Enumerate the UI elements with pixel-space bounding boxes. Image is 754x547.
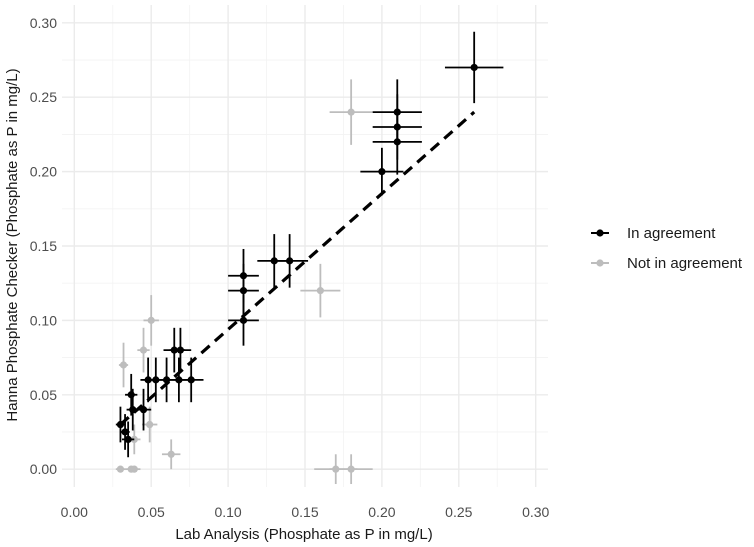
x-tick-label: 0.10 xyxy=(214,504,241,520)
y-tick-label: 0.10 xyxy=(30,312,57,328)
agree-point xyxy=(187,376,195,384)
agree-point xyxy=(239,316,248,324)
agree-point xyxy=(124,435,132,443)
legend-label-agree: In agreement xyxy=(627,225,716,242)
disagree-point xyxy=(347,465,355,473)
agree-point xyxy=(121,428,129,436)
x-tick-label: 0.30 xyxy=(522,504,549,520)
disagree-point xyxy=(119,361,128,369)
disagree-point xyxy=(347,108,355,116)
disagree-point xyxy=(130,465,138,473)
x-tick-label: 0.25 xyxy=(445,504,472,520)
agree-point xyxy=(162,376,171,384)
agree-point xyxy=(176,346,185,354)
x-tick-label: 0.20 xyxy=(368,504,395,520)
y-tick-label: 0.25 xyxy=(30,89,57,105)
legend-key-disagree xyxy=(596,259,604,267)
agree-point xyxy=(129,406,137,414)
y-tick-label: 0.00 xyxy=(30,461,57,477)
fit-line xyxy=(119,110,476,426)
disagree-point xyxy=(147,316,155,324)
disagree-point xyxy=(116,465,125,473)
legend-key-agree xyxy=(596,229,604,237)
x-tick-label: 0.15 xyxy=(291,504,318,520)
y-tick-label: 0.15 xyxy=(30,238,57,254)
agree-point xyxy=(152,376,160,384)
agree-point xyxy=(378,168,386,176)
agree-point xyxy=(239,287,248,295)
agree-point xyxy=(286,257,294,265)
agree-point xyxy=(470,63,478,72)
x-axis-title: Lab Analysis (Phosphate as P in mg/L) xyxy=(175,526,432,543)
x-tick-labels: 0.00 0.05 0.10 0.15 0.20 0.25 0.30 xyxy=(61,504,550,520)
agree-point xyxy=(116,420,125,429)
agree-point xyxy=(127,391,135,399)
grid-lines xyxy=(62,5,548,487)
legend: In agreement Not in agreement xyxy=(591,225,743,272)
y-axis-title: Hanna Phosphate Checker (Phosphate as P … xyxy=(4,68,21,421)
disagree-point xyxy=(167,450,175,458)
legend-label-disagree: Not in agreement xyxy=(627,255,743,272)
x-tick-label: 0.00 xyxy=(61,504,88,520)
disagree-point xyxy=(146,420,154,429)
y-tick-label: 0.05 xyxy=(30,387,57,403)
series-in-agreement xyxy=(115,31,504,458)
agree-point xyxy=(139,406,148,414)
disagree-point xyxy=(139,346,148,354)
agree-point xyxy=(393,138,401,146)
disagree-point xyxy=(316,287,324,295)
y-tick-labels: 0.00 0.05 0.10 0.15 0.20 0.25 0.30 xyxy=(30,15,57,477)
y-tick-label: 0.30 xyxy=(30,15,57,31)
fit-line-group xyxy=(119,110,476,426)
y-tick-label: 0.20 xyxy=(30,164,57,180)
x-tick-label: 0.05 xyxy=(138,504,165,520)
